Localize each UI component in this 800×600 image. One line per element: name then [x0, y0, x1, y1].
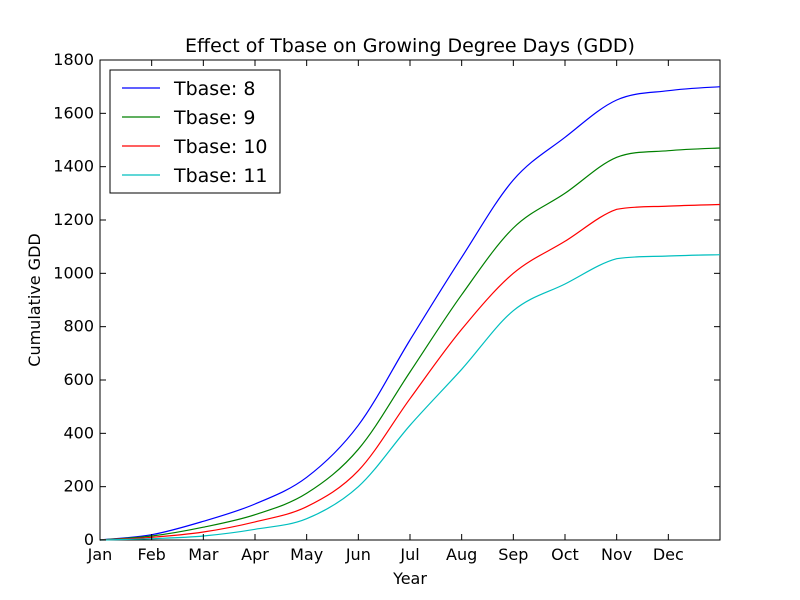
y-axis-title: Cumulative GDD [25, 233, 44, 366]
y-tick-label: 1400 [53, 157, 94, 176]
y-tick-label: 1800 [53, 50, 94, 69]
x-tick-label: Mar [188, 545, 219, 564]
series-line-1 [99, 86, 721, 541]
x-tick-label: Aug [446, 545, 477, 564]
x-tick-label: May [290, 545, 323, 564]
y-tick-label: 1200 [53, 210, 94, 229]
x-tick-label: Feb [138, 545, 166, 564]
x-tick-label: Dec [653, 545, 684, 564]
legend-label: Tbase: 9 [173, 107, 255, 129]
x-tick-label: Sep [498, 545, 528, 564]
y-axis: 0 200 400 600 800 1000 1200 1400 1600 1800 [53, 50, 720, 549]
series-line-2 [99, 147, 721, 541]
x-tick-label: Jun [345, 545, 371, 564]
x-tick-label: Nov [601, 545, 632, 564]
chart-title: Effect of Tbase on Growing Degree Days (… [185, 35, 635, 57]
legend-label: Tbase: 8 [173, 78, 255, 100]
y-tick-label: 0 [84, 530, 94, 549]
x-axis-title: Year [392, 569, 427, 588]
series-line-3 [99, 203, 721, 541]
x-tick-label: Jul [399, 545, 419, 564]
y-tick-label: 1600 [53, 103, 94, 122]
y-tick-label: 1000 [53, 263, 94, 282]
y-tick-label: 600 [63, 370, 94, 389]
legend: Tbase: 8 Tbase: 9 Tbase: 10 Tbase: 11 [109, 69, 281, 194]
legend-label: Tbase: 11 [173, 165, 268, 187]
x-tick-label: Oct [551, 545, 579, 564]
y-tick-label: 400 [63, 423, 94, 442]
legend-box [109, 69, 281, 194]
x-tick-label: Jan [87, 545, 113, 564]
x-axis: Jan Feb Mar Apr May Jun Jul Aug Sep Oct Nov Dec [87, 60, 684, 564]
y-tick-label: 800 [63, 317, 94, 336]
series-line-4 [99, 254, 721, 541]
x-tick-label: Apr [241, 545, 269, 564]
legend-label: Tbase: 10 [173, 136, 268, 158]
y-tick-label: 200 [63, 477, 94, 496]
